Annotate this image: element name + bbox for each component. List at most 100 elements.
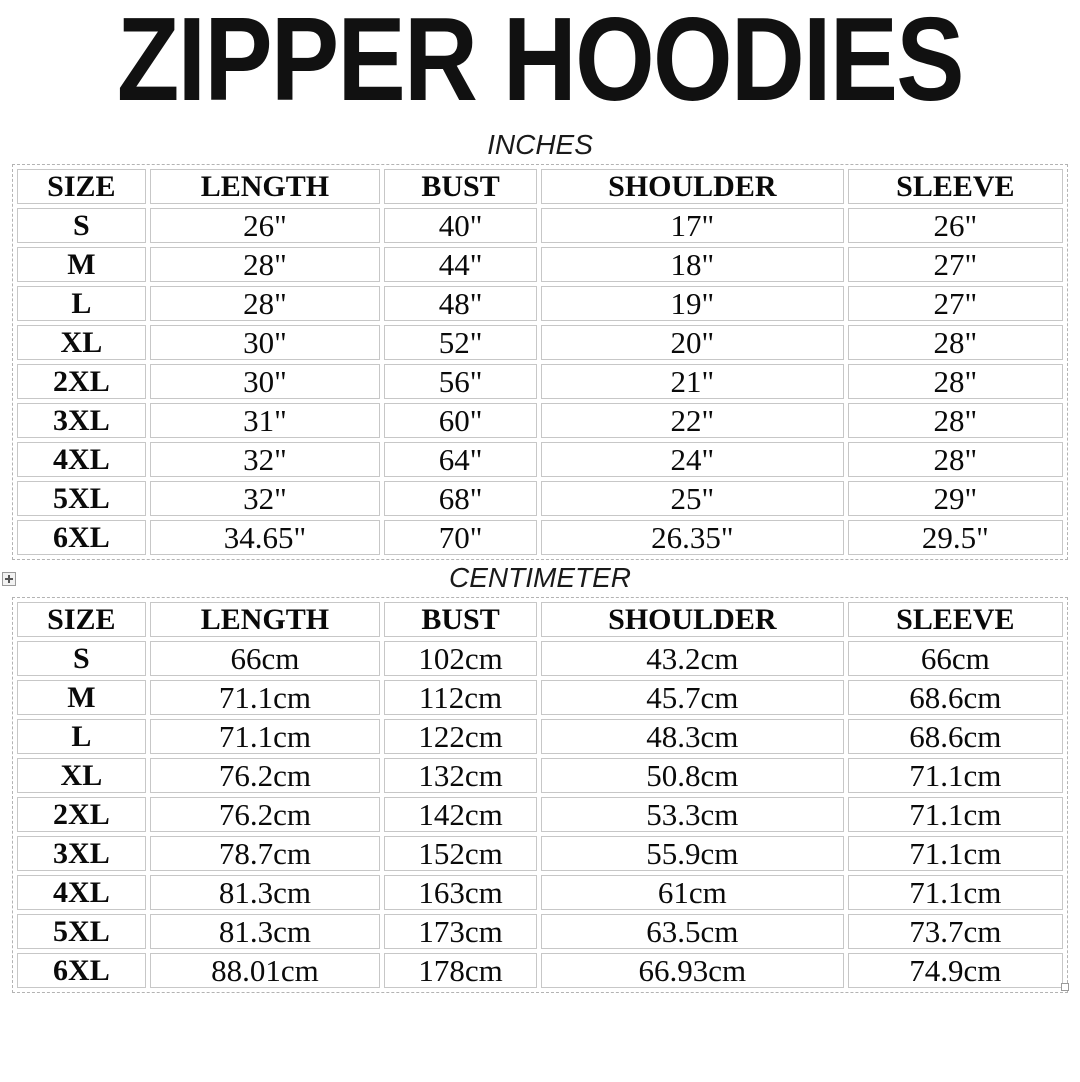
- unit-label-inches: INCHES: [487, 129, 593, 160]
- measurement-cell: 142cm: [384, 797, 537, 832]
- measurement-cell: 53.3cm: [540, 797, 844, 832]
- table-row: XL 30" 52" 20" 28": [17, 325, 1063, 360]
- size-cell: L: [17, 286, 146, 321]
- measurement-cell: 26": [847, 208, 1063, 243]
- size-table-inches: SIZE LENGTH BUST SHOULDER SLEEVE S 26" 40" 17" 26…: [12, 164, 1068, 560]
- measurement-cell: 71.1cm: [847, 836, 1063, 871]
- measurement-cell: 31": [149, 403, 381, 438]
- measurement-cell: 28": [847, 325, 1063, 360]
- measurement-cell: 71.1cm: [847, 875, 1063, 910]
- measurement-cell: 76.2cm: [149, 797, 381, 832]
- column-header: LENGTH: [149, 602, 381, 637]
- measurement-cell: 173cm: [384, 914, 537, 949]
- measurement-cell: 68": [384, 481, 537, 516]
- size-cell: 4XL: [17, 875, 146, 910]
- measurement-cell: 178cm: [384, 953, 537, 988]
- table-row: 4XL 32" 64" 24" 28": [17, 442, 1063, 477]
- measurement-cell: 26": [149, 208, 381, 243]
- size-cell: 2XL: [17, 364, 146, 399]
- measurement-cell: 66.93cm: [540, 953, 844, 988]
- measurement-cell: 30": [149, 325, 381, 360]
- measurement-cell: 28": [149, 247, 381, 282]
- measurement-cell: 81.3cm: [149, 914, 381, 949]
- table-row: 3XL 31" 60" 22" 28": [17, 403, 1063, 438]
- size-cell: S: [17, 208, 146, 243]
- measurement-cell: 71.1cm: [149, 680, 381, 715]
- measurement-cell: 68.6cm: [847, 680, 1063, 715]
- measurement-cell: 24": [540, 442, 844, 477]
- measurement-cell: 68.6cm: [847, 719, 1063, 754]
- measurement-cell: 44": [384, 247, 537, 282]
- size-cell: 2XL: [17, 797, 146, 832]
- size-cell: M: [17, 680, 146, 715]
- measurement-cell: 43.2cm: [540, 641, 844, 676]
- size-cell: 4XL: [17, 442, 146, 477]
- header-row: SIZE LENGTH BUST SHOULDER SLEEVE: [17, 169, 1063, 204]
- measurement-cell: 28": [847, 364, 1063, 399]
- column-header: SHOULDER: [540, 169, 844, 204]
- table-move-handle-icon[interactable]: [2, 572, 16, 586]
- measurement-cell: 55.9cm: [540, 836, 844, 871]
- measurement-cell: 27": [847, 286, 1063, 321]
- measurement-cell: 25": [540, 481, 844, 516]
- measurement-cell: 28": [149, 286, 381, 321]
- measurement-cell: 132cm: [384, 758, 537, 793]
- measurement-cell: 22": [540, 403, 844, 438]
- measurement-cell: 63.5cm: [540, 914, 844, 949]
- page-title: ZIPPER HOODIES: [117, 0, 965, 126]
- measurement-cell: 122cm: [384, 719, 537, 754]
- table-row: 6XL 88.01cm 178cm 66.93cm 74.9cm: [17, 953, 1063, 988]
- page-title-wrap: ZIPPER HOODIES: [0, 0, 1080, 126]
- column-header: SLEEVE: [847, 602, 1063, 637]
- measurement-cell: 112cm: [384, 680, 537, 715]
- measurement-cell: 32": [149, 481, 381, 516]
- table-row: 3XL 78.7cm 152cm 55.9cm 71.1cm: [17, 836, 1063, 871]
- size-cell: 3XL: [17, 836, 146, 871]
- measurement-cell: 66cm: [847, 641, 1063, 676]
- measurement-cell: 70": [384, 520, 537, 555]
- table-row: M 28" 44" 18" 27": [17, 247, 1063, 282]
- column-header: SIZE: [17, 169, 146, 204]
- unit-label-centimeter: CENTIMETER: [449, 562, 631, 593]
- table-row: L 71.1cm 122cm 48.3cm 68.6cm: [17, 719, 1063, 754]
- measurement-cell: 60": [384, 403, 537, 438]
- table-row: S 26" 40" 17" 26": [17, 208, 1063, 243]
- measurement-cell: 74.9cm: [847, 953, 1063, 988]
- measurement-cell: 19": [540, 286, 844, 321]
- measurement-cell: 29.5": [847, 520, 1063, 555]
- measurement-cell: 78.7cm: [149, 836, 381, 871]
- size-cell: M: [17, 247, 146, 282]
- table-row: 4XL 81.3cm 163cm 61cm 71.1cm: [17, 875, 1063, 910]
- measurement-cell: 81.3cm: [149, 875, 381, 910]
- table-row: 5XL 81.3cm 173cm 63.5cm 73.7cm: [17, 914, 1063, 949]
- measurement-cell: 152cm: [384, 836, 537, 871]
- size-cell: 3XL: [17, 403, 146, 438]
- column-header: SLEEVE: [847, 169, 1063, 204]
- measurement-cell: 26.35": [540, 520, 844, 555]
- size-table-centimeter: SIZE LENGTH BUST SHOULDER SLEEVE S 66cm 102cm 43…: [12, 597, 1068, 993]
- table-row: 6XL 34.65" 70" 26.35" 29.5": [17, 520, 1063, 555]
- measurement-cell: 48.3cm: [540, 719, 844, 754]
- measurement-cell: 71.1cm: [149, 719, 381, 754]
- size-cell: S: [17, 641, 146, 676]
- table-row: L 28" 48" 19" 27": [17, 286, 1063, 321]
- measurement-cell: 88.01cm: [149, 953, 381, 988]
- table-row: M 71.1cm 112cm 45.7cm 68.6cm: [17, 680, 1063, 715]
- measurement-cell: 20": [540, 325, 844, 360]
- column-header: BUST: [384, 602, 537, 637]
- measurement-cell: 45.7cm: [540, 680, 844, 715]
- measurement-cell: 71.1cm: [847, 758, 1063, 793]
- size-cell: 6XL: [17, 953, 146, 988]
- column-header: SIZE: [17, 602, 146, 637]
- size-cell: 5XL: [17, 481, 146, 516]
- measurement-cell: 34.65": [149, 520, 381, 555]
- measurement-cell: 50.8cm: [540, 758, 844, 793]
- table-resize-handle[interactable]: [1061, 983, 1069, 991]
- size-cell: L: [17, 719, 146, 754]
- size-cell: XL: [17, 758, 146, 793]
- measurement-cell: 32": [149, 442, 381, 477]
- measurement-cell: 40": [384, 208, 537, 243]
- column-header: SHOULDER: [540, 602, 844, 637]
- measurement-cell: 18": [540, 247, 844, 282]
- measurement-cell: 66cm: [149, 641, 381, 676]
